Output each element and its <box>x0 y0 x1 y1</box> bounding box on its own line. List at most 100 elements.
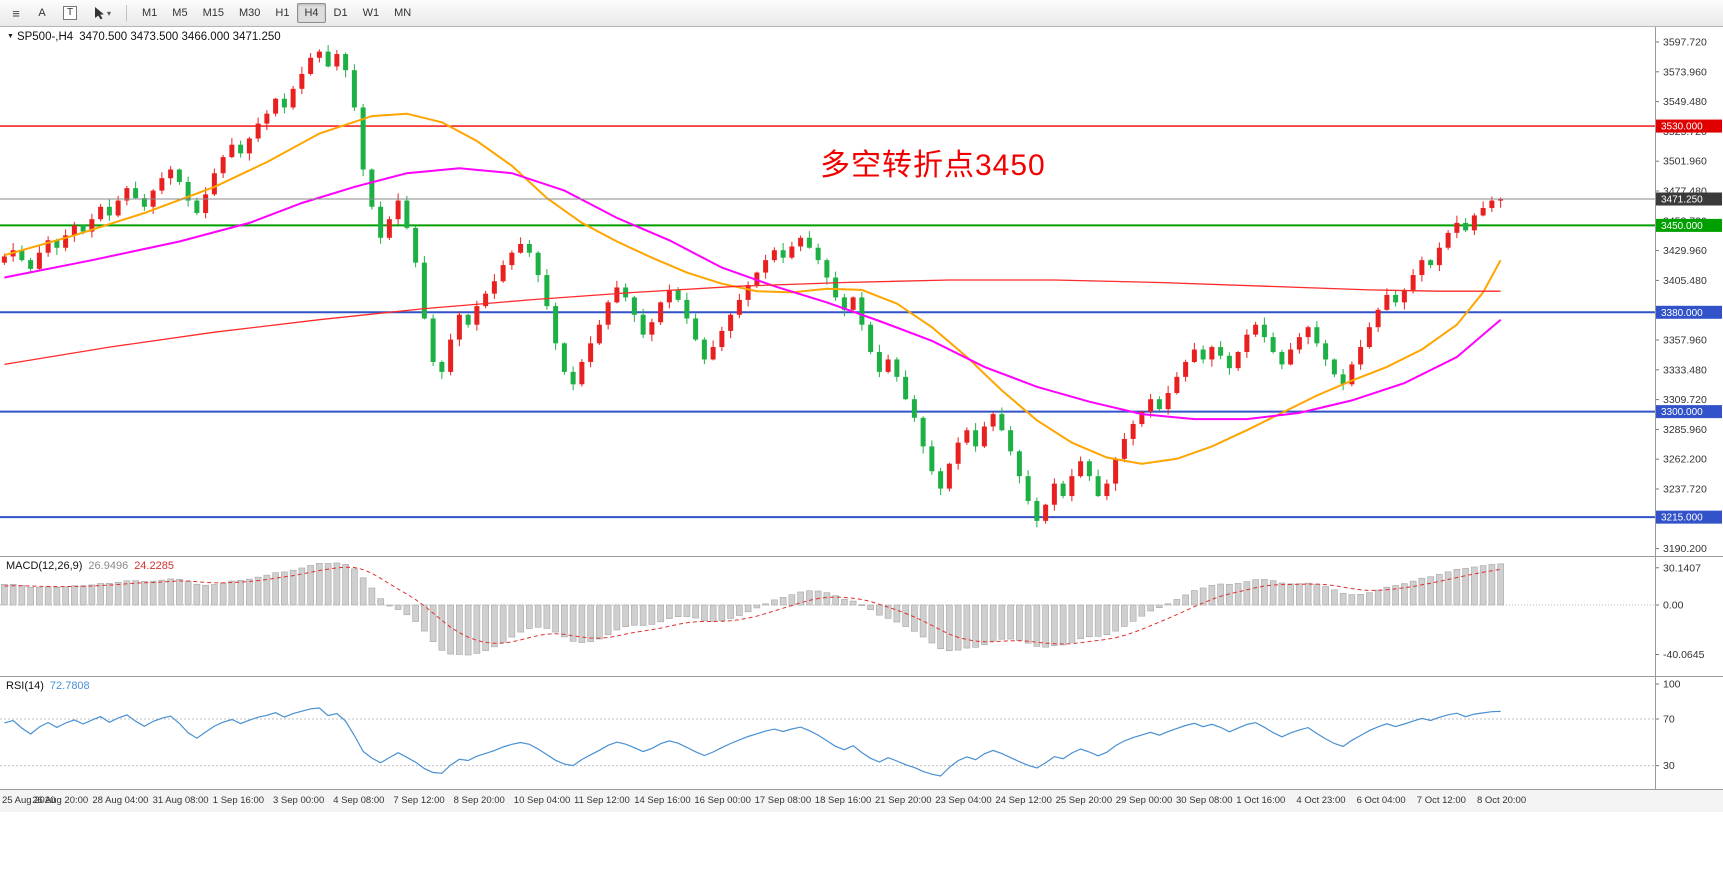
timeframe-mn-button[interactable]: MN <box>387 3 418 23</box>
rsi-panel[interactable]: RSI(14) 72.7808 100 70 30 <box>0 676 1723 789</box>
macd-canvas[interactable]: 30.1407 0.00 -40.0645 <box>0 557 1723 676</box>
time-axis-label: 7 Oct 12:00 <box>1416 795 1466 806</box>
price-level-badge <box>1656 405 1722 419</box>
main-chart-panel[interactable]: ▼ SP500-,H4 3470.500 3473.500 3466.000 347… <box>0 27 1723 556</box>
cursor-tool-button[interactable]: ▾ <box>86 3 118 23</box>
time-axis-label: 21 Sep 20:00 <box>875 795 932 806</box>
time-axis-label: 26 Aug 20:00 <box>32 795 89 806</box>
price-chart-canvas[interactable]: 3597.7203573.9603549.4803525.7203501.960… <box>0 27 1723 556</box>
svg-text:3262.200: 3262.200 <box>1663 454 1707 466</box>
cursor-icon <box>95 7 104 20</box>
time-axis-label: 30 Sep 08:00 <box>1176 795 1233 806</box>
svg-text:0.00: 0.00 <box>1663 600 1684 612</box>
macd-main-value: 26.9496 <box>88 560 129 572</box>
symbol-timeframe: SP500-,H4 <box>16 31 74 43</box>
price-axis[interactable]: 3597.7203573.9603549.4803525.7203501.960… <box>1655 37 1707 556</box>
svg-text:3357.960: 3357.960 <box>1663 335 1707 347</box>
svg-text:3237.720: 3237.720 <box>1663 484 1707 496</box>
timeframe-group: M1 M5 M15 M30 H1 H4 D1 W1 MN <box>135 3 418 23</box>
svg-text:70: 70 <box>1663 714 1675 726</box>
macd-axis[interactable]: 30.1407 0.00 -40.0645 <box>1655 562 1705 661</box>
time-axis-label: 1 Sep 16:00 <box>212 795 265 806</box>
price-level-badge <box>1656 119 1722 133</box>
svg-text:30: 30 <box>1663 760 1675 772</box>
svg-text:3597.720: 3597.720 <box>1663 37 1707 49</box>
time-axis-label: 7 Sep 12:00 <box>393 795 445 806</box>
time-axis-label: 4 Sep 08:00 <box>333 795 385 806</box>
svg-text:3573.960: 3573.960 <box>1663 66 1707 78</box>
time-axis-label: 14 Sep 16:00 <box>634 795 691 806</box>
svg-text:3429.960: 3429.960 <box>1663 245 1707 257</box>
time-axis-label: 25 Sep 20:00 <box>1055 795 1113 806</box>
time-axis-label: 4 Oct 23:00 <box>1296 795 1346 806</box>
price-level-badge <box>1656 510 1722 524</box>
price-level-badge <box>1656 218 1722 232</box>
svg-text:3333.480: 3333.480 <box>1663 364 1707 376</box>
svg-text:3300.000: 3300.000 <box>1661 407 1703 418</box>
rsi-canvas[interactable]: 100 70 30 <box>0 677 1723 789</box>
svg-text:3380.000: 3380.000 <box>1661 308 1703 319</box>
svg-text:3450.000: 3450.000 <box>1661 221 1703 232</box>
chart-title: ▼ SP500-,H4 3470.500 3473.500 3466.000 347… <box>7 31 281 43</box>
time-axis-label: 3 Sep 00:00 <box>273 795 325 806</box>
rsi-line <box>4 707 1501 777</box>
macd-panel[interactable]: MACD(12,26,9) 26.9496 24.2285 30.1407 0.00 -… <box>0 556 1723 676</box>
toolbar: ≡ A T ▾ M1 M5 M15 M30 H1 H4 D1 W1 MN <box>0 0 1723 27</box>
timeframe-h1-button[interactable]: H1 <box>268 3 296 23</box>
time-axis[interactable]: 25 Aug 2020 26 Aug 20:00 28 Aug 04:00 31 Au… <box>0 789 1723 812</box>
textbox-icon: T <box>63 6 77 20</box>
horizontal-level-lines[interactable] <box>0 125 1655 519</box>
time-axis-label: 29 Sep 00:00 <box>1115 795 1173 806</box>
macd-signal-value: 24.2285 <box>134 560 174 572</box>
svg-text:30.1407: 30.1407 <box>1663 562 1701 574</box>
time-axis-label: 8 Oct 20:00 <box>1477 795 1527 806</box>
ma-fast-orange <box>4 112 1502 465</box>
time-axis-label: 8 Sep 20:00 <box>453 795 505 806</box>
time-axis-label: 25 Aug 2020 <box>2 795 56 806</box>
svg-text:100: 100 <box>1663 679 1681 691</box>
timeframe-m1-button[interactable]: M1 <box>135 3 164 23</box>
svg-text:3309.720: 3309.720 <box>1663 394 1707 406</box>
macd-label: MACD(12,26,9) 26.9496 24.2285 <box>6 560 174 572</box>
time-axis-label: 6 Oct 04:00 <box>1356 795 1406 806</box>
svg-text:3285.960: 3285.960 <box>1663 424 1707 436</box>
rsi-label: RSI(14) 72.7808 <box>6 680 90 692</box>
timeframe-d1-button[interactable]: D1 <box>327 3 355 23</box>
svg-text:3405.480: 3405.480 <box>1663 275 1707 287</box>
timeframe-m30-button[interactable]: M30 <box>232 3 267 23</box>
time-axis-label: 18 Sep 16:00 <box>814 795 872 806</box>
timeframe-h4-button[interactable]: H4 <box>297 3 326 23</box>
time-axis-label: 24 Sep 12:00 <box>995 795 1052 806</box>
timeframe-m15-button[interactable]: M15 <box>196 3 231 23</box>
charts-menu-button[interactable]: ≡ <box>4 3 28 23</box>
textbox-tool-button[interactable]: T <box>56 3 84 23</box>
svg-text:-40.0645: -40.0645 <box>1663 649 1705 661</box>
time-axis-label: 11 Sep 12:00 <box>574 795 630 806</box>
ma-slow-red <box>4 279 1501 366</box>
macd-signal-line <box>4 566 1501 645</box>
timeframe-m5-button[interactable]: M5 <box>165 3 194 23</box>
text-annotation-button[interactable]: A <box>30 3 54 23</box>
svg-text:3190.200: 3190.200 <box>1663 543 1707 555</box>
price-level-badge <box>1656 305 1722 319</box>
price-level-badges: 3530.000 3450.000 3380.000 3300.000 3215.000… <box>1656 119 1722 524</box>
candlesticks <box>1 45 1504 528</box>
time-axis-label: 31 Aug 08:00 <box>152 795 209 806</box>
svg-text:3530.000: 3530.000 <box>1661 122 1703 133</box>
time-axis-label: 28 Aug 04:00 <box>92 795 149 806</box>
rsi-axis[interactable]: 100 70 30 <box>1655 679 1681 773</box>
svg-text:3215.000: 3215.000 <box>1661 513 1703 524</box>
price-level-badge <box>1656 192 1722 206</box>
time-axis-label: 10 Sep 04:00 <box>513 795 571 806</box>
macd-histogram <box>1 562 1504 656</box>
timeframe-w1-button[interactable]: W1 <box>356 3 387 23</box>
chart-annotation-text[interactable]: 多空转折点3450 <box>820 149 1046 182</box>
rsi-value: 72.7808 <box>49 680 90 692</box>
chevron-down-icon: ▾ <box>107 8 112 18</box>
svg-text:3501.960: 3501.960 <box>1663 156 1707 168</box>
ma-mid-magenta <box>4 167 1502 421</box>
ohlc-values: 3470.500 3473.500 3466.000 3471.250 <box>79 31 281 43</box>
toolbar-separator <box>126 5 128 21</box>
time-axis-label: 1 Oct 16:00 <box>1236 795 1286 806</box>
